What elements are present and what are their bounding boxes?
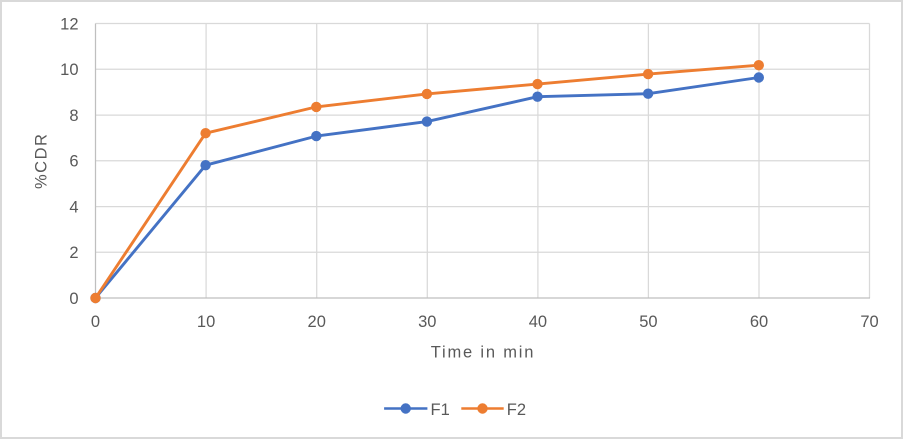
svg-text:40: 40 — [529, 313, 547, 331]
svg-text:50: 50 — [639, 313, 657, 331]
svg-text:30: 30 — [418, 313, 436, 331]
svg-text:2: 2 — [69, 244, 78, 262]
svg-text:0: 0 — [91, 313, 100, 331]
svg-text:12: 12 — [60, 15, 78, 33]
svg-text:10: 10 — [197, 313, 215, 331]
svg-text:60: 60 — [750, 313, 768, 331]
svg-text:F2: F2 — [507, 401, 526, 419]
svg-text:%CDR: %CDR — [33, 133, 51, 189]
svg-text:6: 6 — [69, 153, 78, 171]
svg-text:10: 10 — [60, 61, 78, 79]
svg-text:20: 20 — [308, 313, 326, 331]
svg-text:70: 70 — [860, 313, 878, 331]
svg-text:Time in min: Time in min — [431, 344, 535, 362]
svg-text:0: 0 — [69, 290, 78, 308]
svg-text:F1: F1 — [431, 401, 450, 419]
svg-text:4: 4 — [69, 199, 78, 217]
svg-text:8: 8 — [69, 107, 78, 125]
